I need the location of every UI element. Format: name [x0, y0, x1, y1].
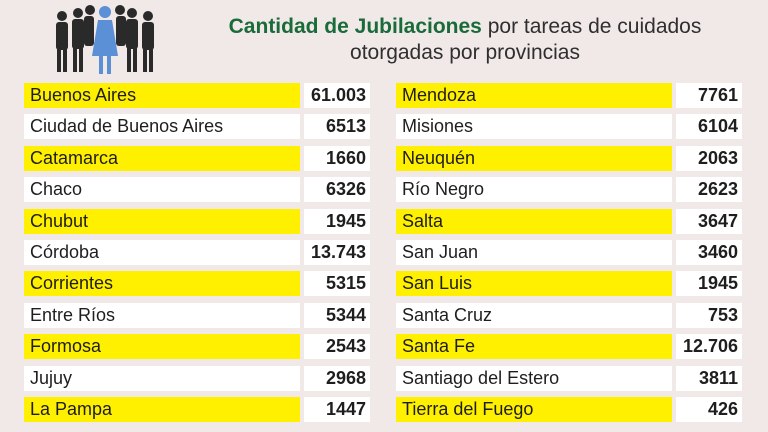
- province-value: 2063: [676, 145, 742, 171]
- table-row: La Pampa 1447: [24, 394, 372, 425]
- table-row: Salta 3647: [396, 206, 744, 237]
- province-value: 5315: [304, 271, 370, 297]
- people-group-icon: [56, 5, 154, 74]
- province-value: 1945: [676, 271, 742, 297]
- chart-title: Cantidad de Jubilaciones por tareas de c…: [170, 14, 760, 66]
- province-name: Santa Fe: [396, 334, 672, 360]
- province-value: 13.743: [304, 239, 370, 265]
- province-value: 426: [676, 396, 742, 422]
- province-name: Neuquén: [396, 145, 672, 171]
- table-row: Ciudad de Buenos Aires 6513: [24, 111, 372, 142]
- table-row: Catamarca 1660: [24, 143, 372, 174]
- province-name: La Pampa: [24, 396, 300, 422]
- province-name: San Luis: [396, 271, 672, 297]
- province-name: Buenos Aires: [24, 83, 300, 108]
- province-name: Ciudad de Buenos Aires: [24, 114, 300, 140]
- province-name: Mendoza: [396, 83, 672, 108]
- header: Cantidad de Jubilaciones por tareas de c…: [0, 0, 768, 80]
- province-value: 5344: [304, 302, 370, 328]
- provinces-table: Buenos Aires 61.003 Ciudad de Buenos Aires…: [0, 80, 768, 432]
- province-value: 6326: [304, 177, 370, 203]
- province-value: 7761: [676, 83, 742, 108]
- table-row: Corrientes 5315: [24, 268, 372, 299]
- province-name: Santa Cruz: [396, 302, 672, 328]
- province-value: 3811: [676, 365, 742, 391]
- table-row: Chaco 6326: [24, 174, 372, 205]
- province-name: Chaco: [24, 177, 300, 203]
- table-row: Misiones 6104: [396, 111, 744, 142]
- table-row: Buenos Aires 61.003: [24, 80, 372, 111]
- province-value: 6513: [304, 114, 370, 140]
- province-value: 61.003: [304, 83, 370, 108]
- province-value: 2968: [304, 365, 370, 391]
- province-name: Tierra del Fuego: [396, 396, 672, 422]
- title-strong: Cantidad de Jubilaciones: [228, 15, 482, 38]
- table-column-left: Buenos Aires 61.003 Ciudad de Buenos Aires…: [24, 80, 372, 425]
- table-row: Mendoza 7761: [396, 80, 744, 111]
- table-row: San Luis 1945: [396, 268, 744, 299]
- table-row: Santa Fe 12.706: [396, 331, 744, 362]
- province-value: 753: [676, 302, 742, 328]
- province-value: 1660: [304, 145, 370, 171]
- table-row: San Juan 3460: [396, 237, 744, 268]
- table-row: Río Negro 2623: [396, 174, 744, 205]
- province-name: Misiones: [396, 114, 672, 140]
- province-name: Corrientes: [24, 271, 300, 297]
- province-value: 1945: [304, 208, 370, 234]
- province-name: Jujuy: [24, 365, 300, 391]
- province-value: 3460: [676, 239, 742, 265]
- table-column-right: Mendoza 7761 Misiones 6104 Neuquén 2063 Río Ne…: [396, 80, 744, 425]
- province-name: Entre Ríos: [24, 302, 300, 328]
- province-value: 2623: [676, 177, 742, 203]
- table-row: Neuquén 2063: [396, 143, 744, 174]
- table-row: Córdoba 13.743: [24, 237, 372, 268]
- province-name: Córdoba: [24, 239, 300, 265]
- province-name: Santiago del Estero: [396, 365, 672, 391]
- province-name: Formosa: [24, 334, 300, 360]
- province-name: Catamarca: [24, 145, 300, 171]
- province-name: San Juan: [396, 239, 672, 265]
- province-value: 6104: [676, 114, 742, 140]
- province-value: 12.706: [676, 334, 742, 360]
- province-value: 2543: [304, 334, 370, 360]
- province-name: Salta: [396, 208, 672, 234]
- province-name: Chubut: [24, 208, 300, 234]
- province-value: 3647: [676, 208, 742, 234]
- table-row: Santa Cruz 753: [396, 300, 744, 331]
- table-row: Formosa 2543: [24, 331, 372, 362]
- province-name: Río Negro: [396, 177, 672, 203]
- table-row: Chubut 1945: [24, 206, 372, 237]
- table-row: Santiago del Estero 3811: [396, 363, 744, 394]
- table-row: Entre Ríos 5344: [24, 300, 372, 331]
- table-row: Jujuy 2968: [24, 363, 372, 394]
- table-row: Tierra del Fuego 426: [396, 394, 744, 425]
- title-line-2: otorgadas por provincias: [350, 41, 580, 64]
- province-value: 1447: [304, 396, 370, 422]
- title-rest: por tareas de cuidados: [487, 15, 702, 38]
